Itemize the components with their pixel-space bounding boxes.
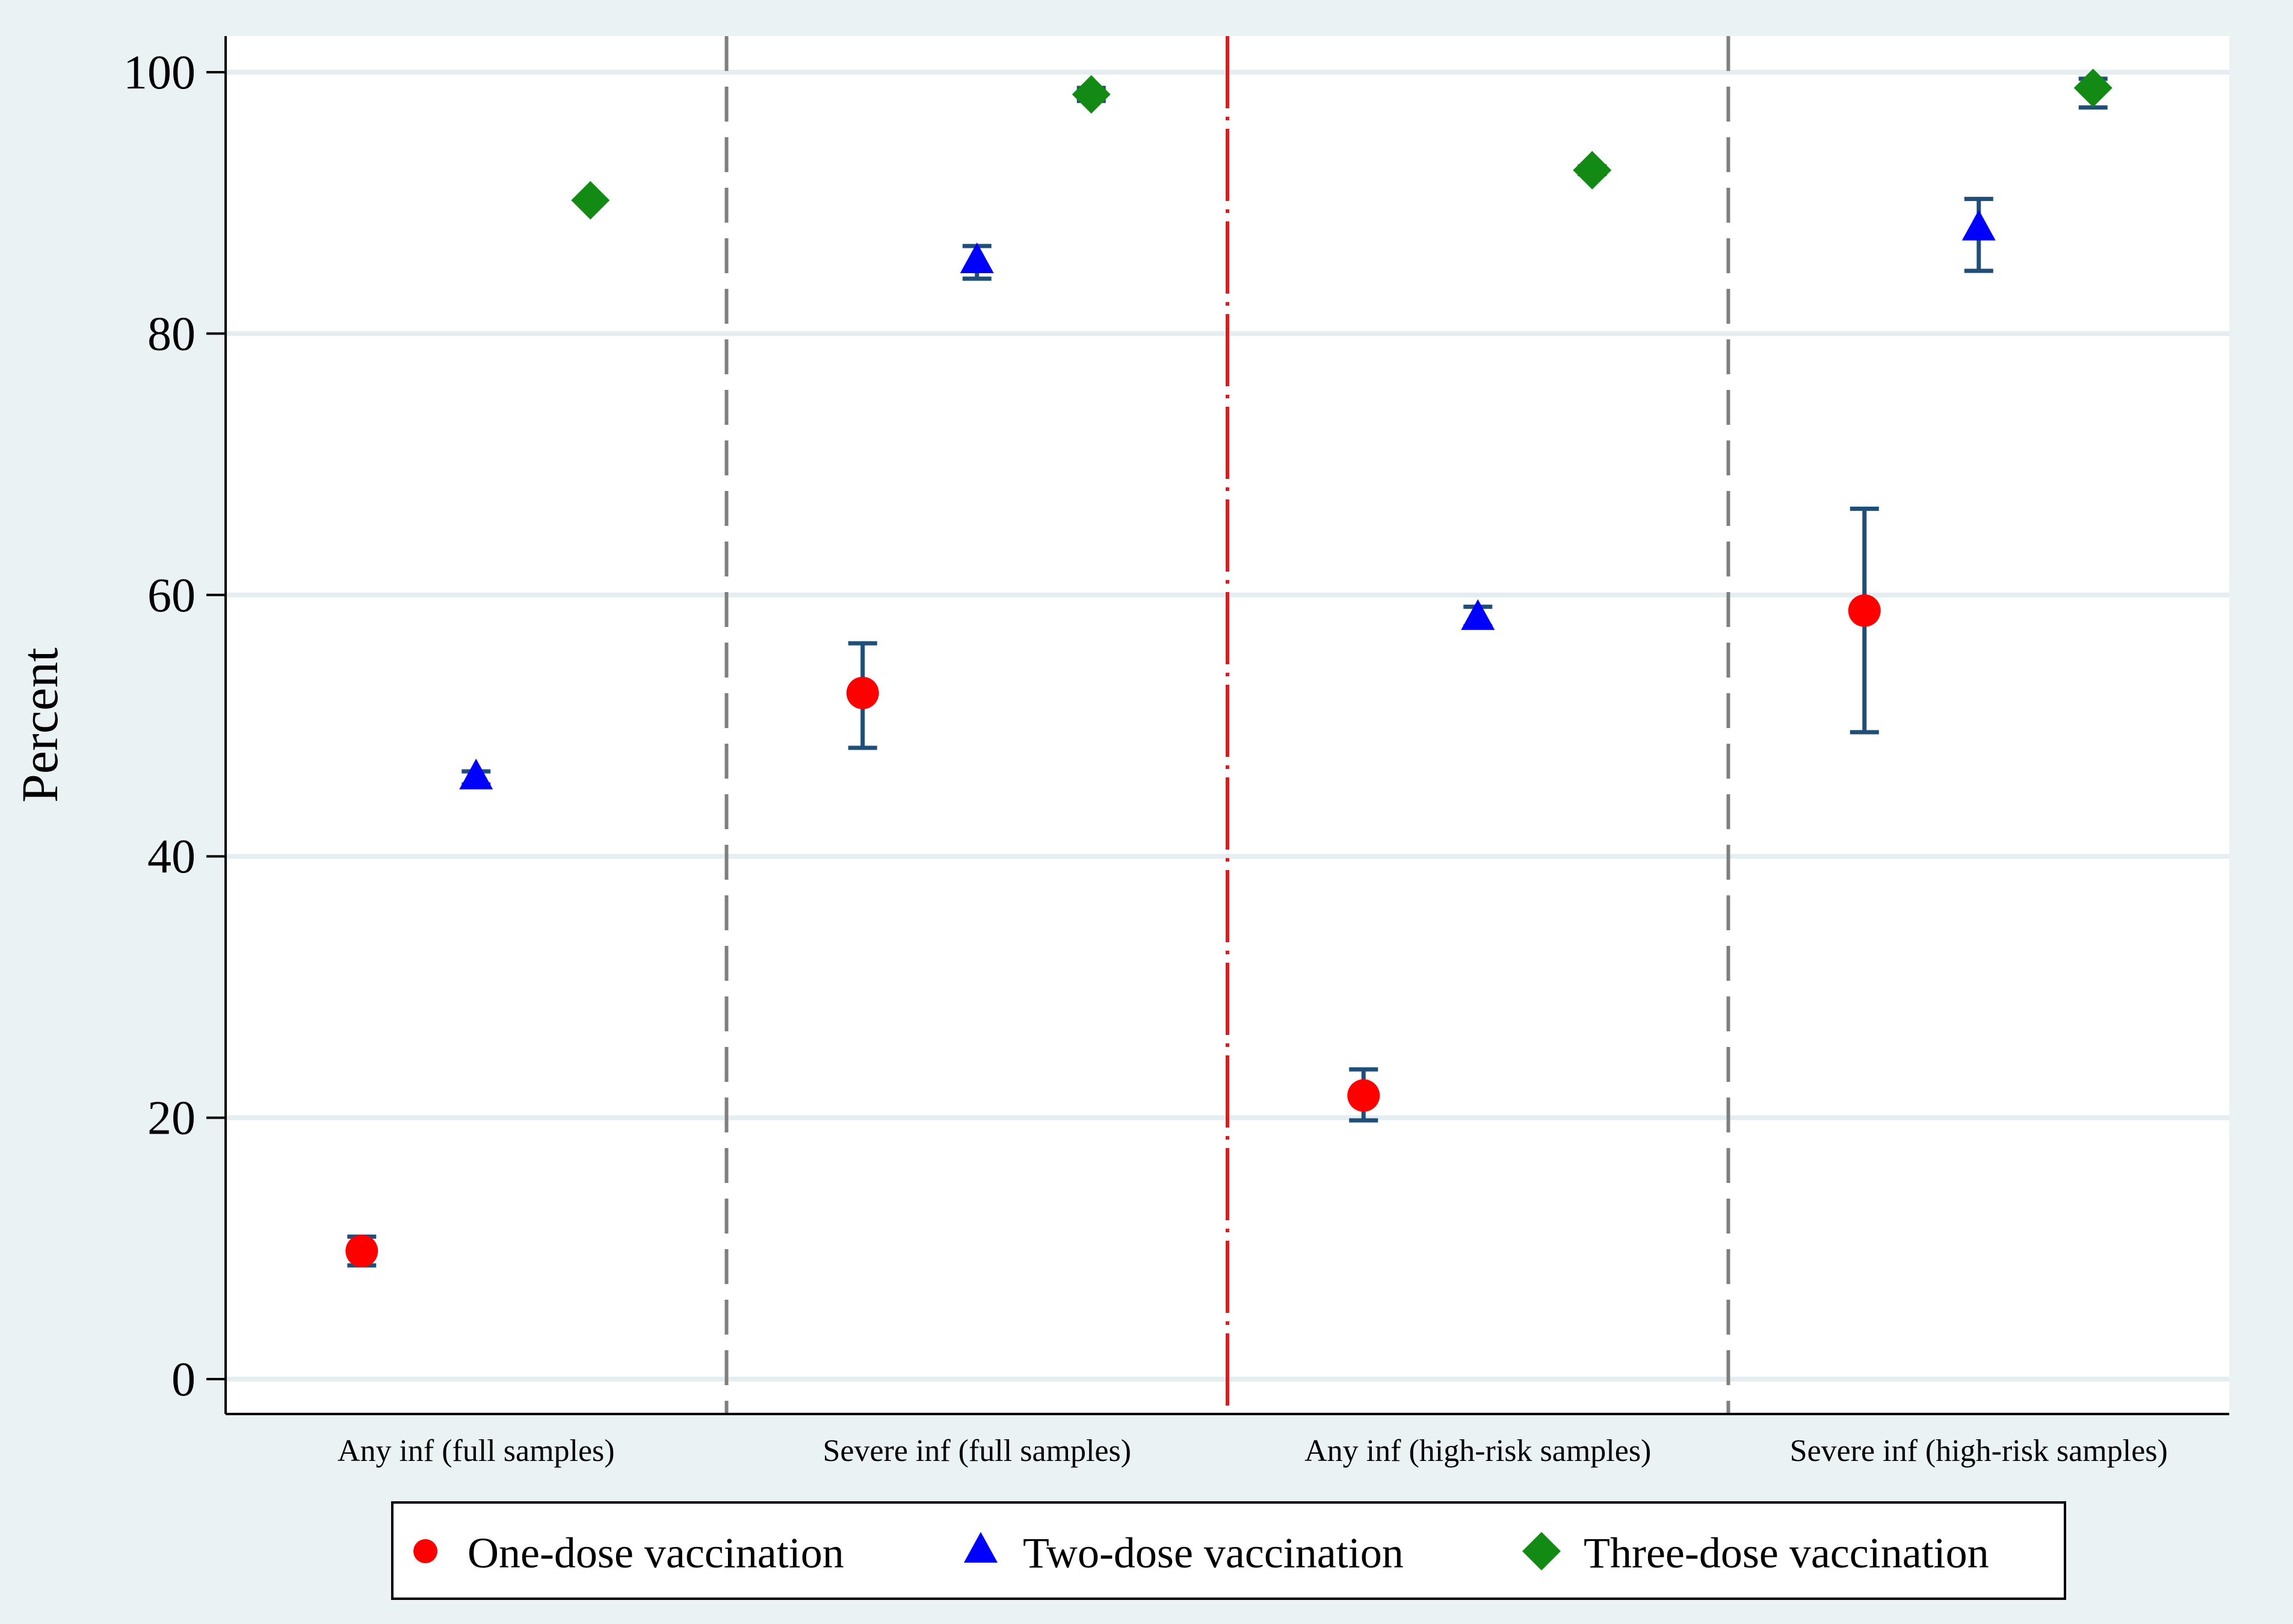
data-point bbox=[459, 758, 493, 789]
data-point bbox=[1573, 150, 1612, 190]
data-point bbox=[2073, 69, 2112, 108]
y-tick-label-80: 80 bbox=[147, 307, 196, 360]
data-point bbox=[345, 1235, 378, 1268]
data-point bbox=[1072, 75, 1111, 114]
y-axis-title: Percent bbox=[11, 647, 69, 803]
legend-marker bbox=[964, 1532, 998, 1563]
data-point bbox=[960, 242, 994, 273]
data-point bbox=[1848, 594, 1881, 627]
data-point bbox=[1961, 209, 1996, 241]
data-point bbox=[571, 181, 610, 220]
axes bbox=[224, 36, 2229, 1415]
x-category-label: Severe inf (high-risk samples) bbox=[1790, 1434, 2168, 1468]
legend-label: Two-dose vaccination bbox=[1023, 1529, 1404, 1577]
x-category-label: Any inf (full samples) bbox=[338, 1434, 615, 1468]
data-marks bbox=[345, 69, 2112, 1268]
y-tick-label-0: 0 bbox=[171, 1353, 196, 1406]
y-axis-ticks: 0 20 40 60 80 100 bbox=[123, 46, 226, 1406]
legend-marker bbox=[1522, 1532, 1561, 1570]
data-point bbox=[1347, 1079, 1380, 1112]
data-point bbox=[846, 676, 879, 709]
legend: One-dose vaccination Two-dose vaccination… bbox=[391, 1501, 2066, 1600]
y-tick-label-100: 100 bbox=[123, 46, 196, 99]
legend-label: One-dose vaccination bbox=[468, 1529, 844, 1577]
x-axis-category-labels: Any inf (full samples) Severe inf (full s… bbox=[338, 1434, 2168, 1468]
legend-marker bbox=[413, 1539, 437, 1563]
x-category-label: Any inf (high-risk samples) bbox=[1304, 1434, 1651, 1468]
panel-separators bbox=[724, 36, 1730, 1414]
y-tick-label-60: 60 bbox=[147, 569, 196, 622]
legend-box bbox=[391, 1501, 2066, 1600]
x-category-label: Severe inf (full samples) bbox=[822, 1434, 1131, 1468]
y-tick-label-40: 40 bbox=[147, 830, 196, 883]
legend-label: Three-dose vaccination bbox=[1584, 1529, 1989, 1577]
data-point bbox=[1461, 599, 1495, 630]
y-tick-label-20: 20 bbox=[147, 1092, 196, 1145]
